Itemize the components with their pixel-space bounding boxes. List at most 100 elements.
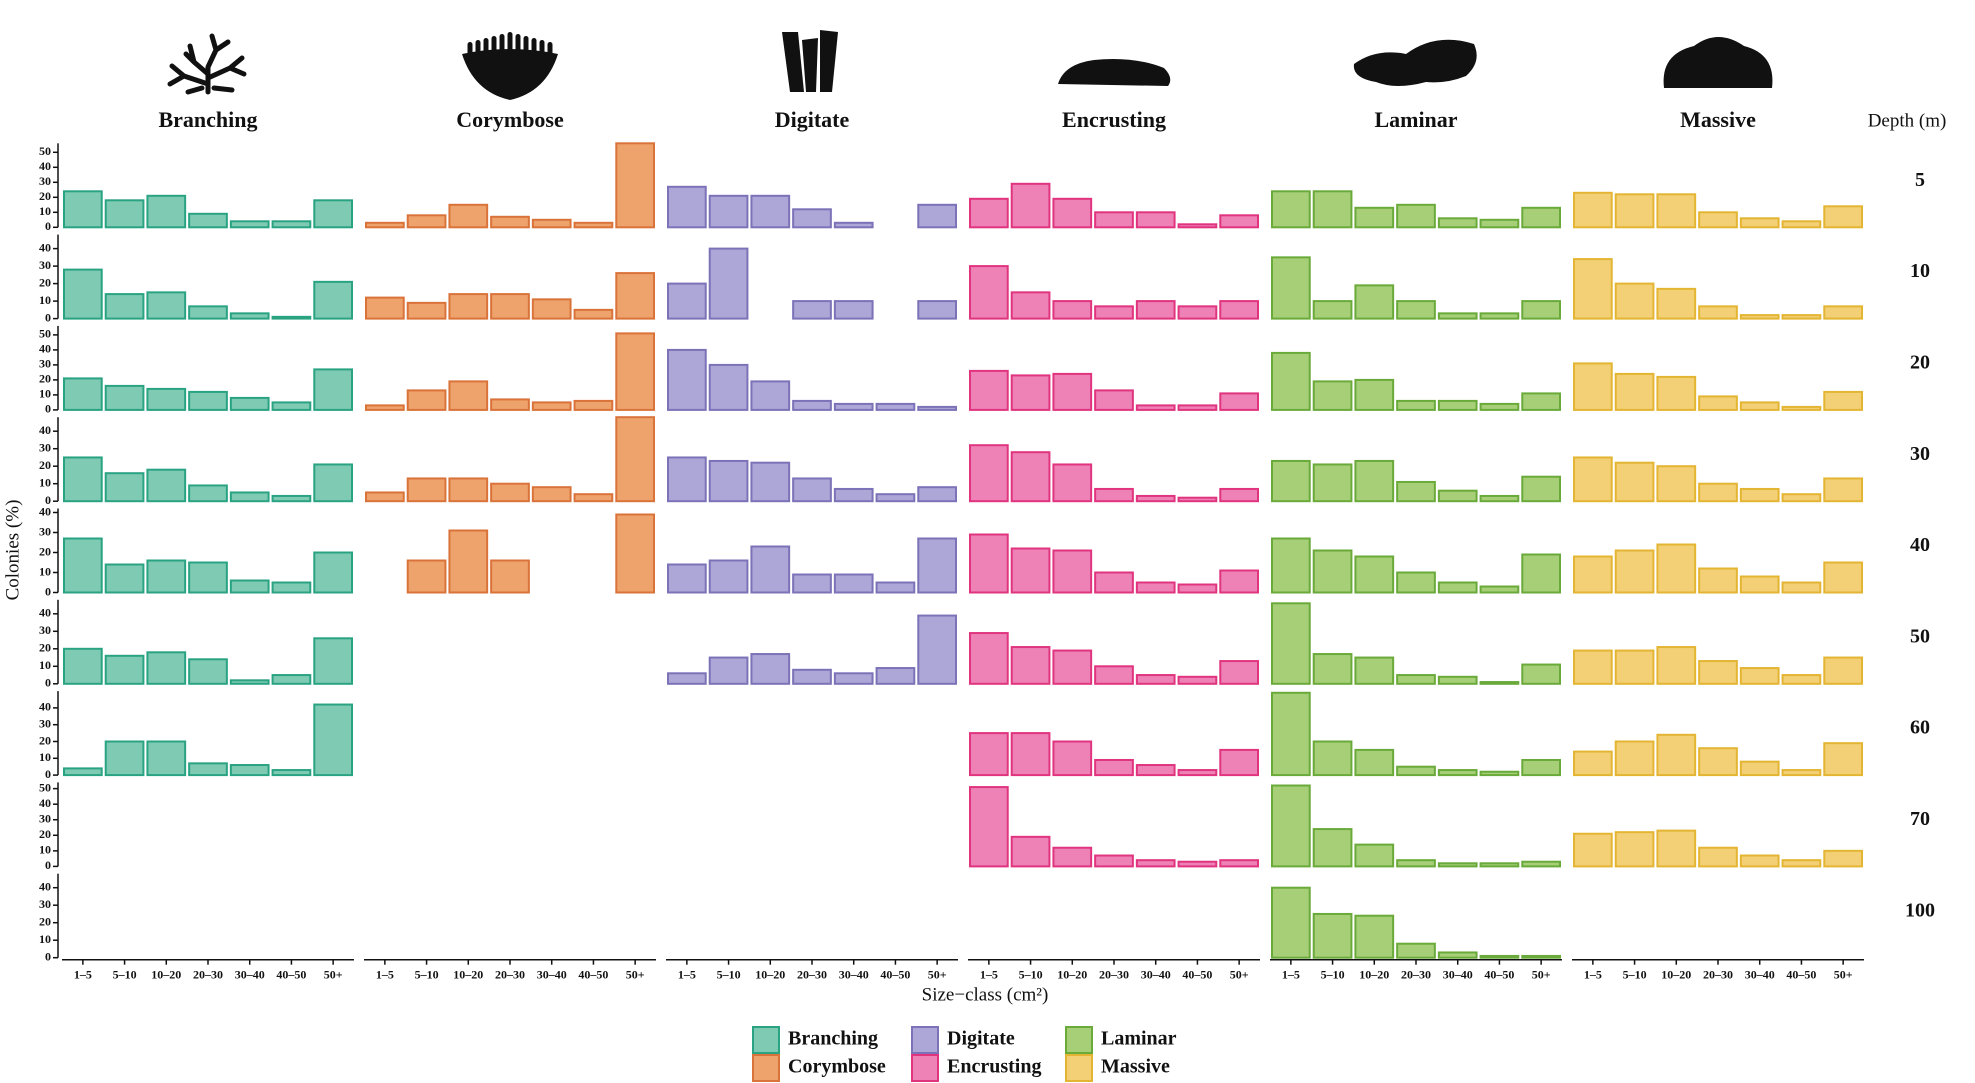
bar [615,272,655,320]
bar [1354,914,1395,959]
bar [1177,583,1218,594]
icon-shape [462,49,558,100]
bar [1052,300,1093,320]
bar [573,308,614,320]
bar [1312,740,1353,777]
icon-shape [547,42,553,64]
bar [1094,389,1134,411]
bar [615,513,655,594]
bar [490,398,530,411]
y-tick-label: 0 [45,584,51,598]
x-tick-label: 50+ [928,967,947,981]
bar [271,769,312,777]
y-tick-label: 30 [39,897,51,911]
bar [1656,193,1697,229]
icon-shape [491,36,497,58]
bar [1094,854,1134,868]
bar [1219,748,1260,777]
bar [1698,305,1738,320]
bar [792,477,832,503]
bar [531,486,572,503]
bar [1656,646,1697,685]
bar [1312,300,1353,320]
bar [1437,862,1478,868]
x-tick-label: 30–40 [1745,967,1775,981]
y-tick-label: 30 [39,716,51,730]
bar [615,142,655,229]
bar [1614,649,1655,685]
icon [782,30,838,92]
bar [448,293,489,320]
y-tick-label: 30 [39,811,51,825]
bar [1312,912,1353,959]
bar [1698,211,1738,229]
bar [271,315,312,320]
bar [1010,291,1051,320]
bar [1354,555,1395,594]
bar [490,559,530,594]
bar [146,468,187,503]
bar [875,402,916,411]
y-tick-label: 30 [39,258,51,272]
x-axis-label: Size−class (cm²) [922,984,1049,1005]
bar [1521,758,1562,777]
bar [969,732,1009,777]
x-tick-label: 1–5 [376,967,394,981]
bar [1052,846,1093,868]
depth-label: 50 [1910,625,1930,647]
legend-label: Massive [1101,1056,1170,1078]
bar [104,563,145,594]
bar [1396,942,1436,959]
bar [1177,860,1218,868]
bar [313,368,353,411]
bar [1219,660,1260,685]
bar [63,190,103,229]
bar [1521,663,1562,685]
icon [1353,39,1477,86]
bar [188,212,228,229]
y-tick-label: 10 [39,843,51,857]
bar [63,537,103,594]
x-tick-label: 40–50 [578,967,608,981]
y-tick-label: 20 [39,827,51,841]
depth-label: 30 [1910,443,1930,465]
icon [1058,59,1171,86]
bar [708,247,749,320]
legend-label: Branching [788,1028,878,1050]
bar [615,332,655,411]
bar [1437,489,1478,503]
bar [490,215,530,229]
bar [1823,849,1864,868]
bar [875,667,916,685]
bar [1479,585,1520,594]
x-tick-label: 5–10 [717,967,741,981]
y-tick-label: 50 [39,780,51,794]
icon [1663,37,1773,88]
bar [1010,182,1051,229]
bar [1135,764,1176,777]
bar [146,559,187,594]
bar [750,194,791,229]
bar [271,494,312,503]
x-tick-label: 5–10 [1019,967,1043,981]
bar [1312,828,1353,868]
bar [1010,451,1051,503]
bar [1437,769,1478,777]
bar [229,764,270,777]
y-tick-label: 0 [45,767,51,781]
bar [531,298,572,320]
y-tick-label: 40 [39,879,51,893]
bar [313,463,353,503]
bar [1781,859,1822,868]
y-tick-label: 40 [39,606,51,620]
bar [1177,404,1218,411]
bar [1437,312,1478,320]
bar [1698,660,1738,685]
bar [1052,649,1093,685]
y-tick-label: 10 [39,932,51,946]
bar [1614,831,1655,868]
bar [1781,405,1822,411]
y-tick-label: 30 [39,357,51,371]
x-tick-label: 30–40 [839,967,869,981]
bar [1437,581,1478,594]
